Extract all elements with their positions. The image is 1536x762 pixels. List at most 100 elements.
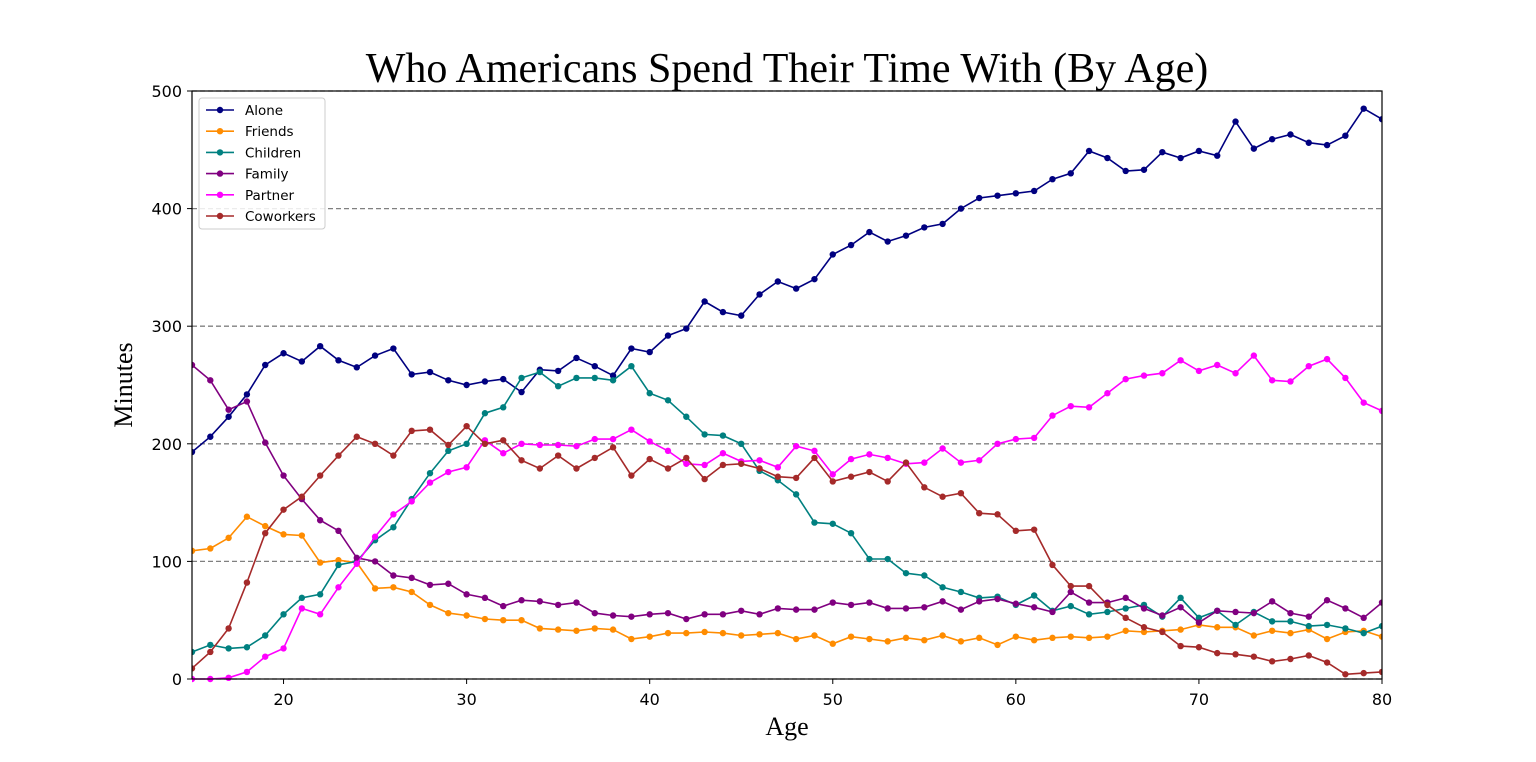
data-point-partner	[701, 461, 708, 469]
data-point-coworkers	[1085, 582, 1093, 590]
data-point-friends	[939, 632, 946, 639]
legend: Alone Friends Children Family Partner Coworke…	[198, 97, 326, 230]
data-point-alone	[1195, 147, 1203, 155]
data-point-friends	[445, 609, 452, 617]
data-point-alone	[207, 433, 214, 440]
data-point-family	[957, 606, 965, 613]
data-point-children	[1287, 618, 1294, 625]
data-point-coworkers	[316, 472, 324, 479]
y-tick-label: 200	[151, 435, 182, 454]
data-point-partner	[1159, 370, 1166, 377]
data-point-children	[701, 431, 708, 438]
data-point-coworkers	[1159, 628, 1166, 636]
series-layer	[192, 105, 1382, 683]
x-tick-label: 50	[823, 690, 843, 709]
data-point-family	[1305, 613, 1312, 620]
data-point-alone	[353, 364, 360, 371]
data-point-partner	[1305, 362, 1312, 370]
data-point-alone	[1012, 190, 1020, 197]
data-point-alone	[1049, 176, 1056, 183]
data-point-alone	[225, 413, 232, 420]
data-point-friends	[884, 638, 891, 645]
data-point-partner	[463, 464, 470, 471]
data-point-coworkers	[811, 454, 818, 462]
data-point-alone	[371, 352, 379, 359]
data-point-family	[243, 398, 251, 405]
series-family	[192, 361, 1382, 626]
data-point-alone	[1360, 105, 1367, 112]
data-point-coworkers	[939, 493, 946, 500]
data-point-coworkers	[1305, 652, 1312, 659]
data-point-partner	[353, 560, 360, 567]
gridlines	[192, 90, 1382, 680]
data-point-family	[738, 607, 745, 614]
data-point-family	[1378, 599, 1382, 606]
data-point-coworkers	[243, 579, 251, 586]
data-point-family	[463, 591, 470, 598]
data-point-alone	[445, 377, 452, 384]
data-point-coworkers	[280, 506, 287, 513]
data-point-friends	[536, 625, 544, 632]
data-point-children	[262, 632, 269, 639]
data-point-partner	[1342, 374, 1349, 382]
data-point-family	[225, 406, 232, 413]
data-point-coworkers	[884, 478, 891, 485]
x-tick-label: 40	[640, 690, 660, 709]
data-point-alone	[408, 371, 415, 378]
data-point-partner	[554, 441, 562, 449]
data-point-friends	[1030, 636, 1038, 644]
data-point-family	[1360, 614, 1367, 622]
data-point-children	[957, 588, 965, 596]
data-point-children	[1232, 621, 1239, 629]
data-point-coworkers	[1067, 582, 1074, 590]
data-point-coworkers	[1012, 527, 1020, 535]
data-point-alone	[902, 232, 910, 239]
data-point-family	[1030, 604, 1038, 611]
data-point-alone	[1067, 170, 1074, 177]
x-tick-label: 20	[273, 690, 293, 709]
data-point-alone	[756, 291, 763, 298]
data-point-coworkers	[921, 484, 928, 491]
data-point-coworkers	[445, 441, 452, 449]
x-tick-label: 60	[1006, 690, 1026, 709]
data-point-alone	[1214, 152, 1221, 159]
legend-marker-partner	[216, 191, 224, 198]
data-point-family	[866, 599, 873, 606]
data-point-friends	[316, 559, 324, 566]
data-point-coworkers	[738, 460, 745, 467]
data-point-friends	[847, 633, 855, 640]
data-point-coworkers	[1122, 614, 1129, 622]
data-point-partner	[994, 440, 1001, 447]
data-point-children	[866, 555, 873, 563]
data-point-children	[1067, 602, 1074, 610]
data-point-alone	[1159, 148, 1166, 156]
data-point-alone	[976, 194, 983, 202]
data-point-family	[554, 601, 562, 609]
data-point-children	[280, 611, 287, 618]
data-point-friends	[902, 634, 910, 642]
data-point-family	[1012, 600, 1020, 607]
data-point-partner	[866, 451, 873, 458]
data-point-alone	[335, 357, 342, 364]
data-point-friends	[500, 617, 507, 624]
data-point-coworkers	[1214, 649, 1221, 657]
data-point-partner	[1012, 435, 1020, 443]
data-point-coworkers	[957, 489, 965, 497]
series-friends	[192, 513, 1382, 649]
legend-label-friends: Friends	[245, 124, 294, 140]
data-point-alone	[847, 241, 855, 249]
data-point-alone	[921, 224, 928, 231]
data-point-partner	[1214, 361, 1221, 369]
data-point-partner	[1232, 370, 1239, 377]
series-line-family	[192, 364, 1382, 624]
data-point-partner	[573, 442, 580, 450]
data-point-friends	[756, 631, 763, 638]
data-point-alone	[1232, 118, 1239, 125]
data-point-alone	[573, 354, 580, 362]
series-alone	[192, 105, 1382, 456]
data-point-partner	[792, 442, 800, 450]
data-point-partner	[1195, 367, 1203, 375]
data-point-coworkers	[500, 437, 507, 444]
data-point-friends	[573, 627, 580, 634]
data-point-partner	[1287, 378, 1294, 385]
